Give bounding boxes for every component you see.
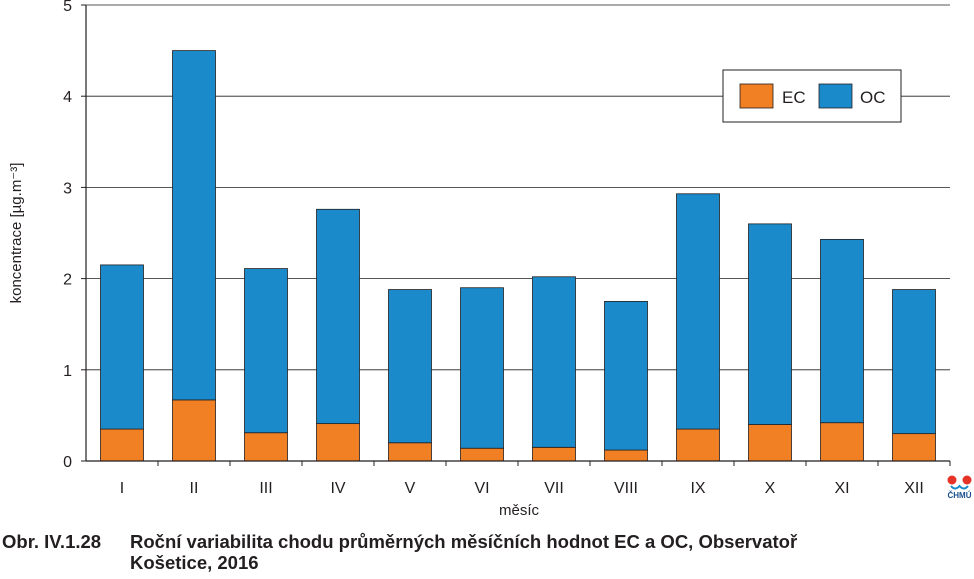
logo-wave: [950, 484, 969, 490]
bar-ec-viii: [604, 449, 648, 462]
bar-oc-x: [748, 223, 792, 425]
bar-ec-vii: [532, 446, 576, 462]
bar-ec-vi: [460, 447, 504, 462]
x-tick-label: X: [765, 480, 776, 497]
y-tick-label: 4: [63, 89, 72, 106]
legend-swatch-oc: [818, 83, 853, 109]
bar-oc-ix: [676, 193, 720, 430]
x-tick-label: IV: [330, 480, 345, 497]
x-tick-label: III: [259, 480, 272, 497]
bar-ec-iv: [316, 423, 360, 462]
bar-oc-iii: [244, 268, 288, 434]
x-tick-label: V: [405, 480, 416, 497]
axes: [85, 5, 950, 462]
x-tick-label: I: [120, 480, 124, 497]
bar-oc-v: [388, 289, 432, 444]
x-tick-label: II: [190, 480, 199, 497]
bar-ec-v: [388, 442, 432, 462]
bar-ec-xi: [820, 422, 864, 462]
bar-oc-i: [100, 264, 144, 430]
legend-swatch-ec: [739, 83, 774, 109]
x-axis-title: měsíc: [499, 502, 540, 519]
y-tick-label: 5: [63, 0, 72, 15]
legend-label-ec: EC: [782, 88, 806, 107]
bar-oc-xi: [820, 238, 864, 424]
bar-ec-xii: [892, 433, 936, 462]
bar-ec-i: [100, 428, 144, 462]
bar-oc-viii: [604, 300, 648, 451]
y-tick-label: 1: [63, 363, 72, 380]
logo-dot-left: [947, 475, 957, 485]
y-tick-label: 2: [63, 272, 72, 289]
grid-lines: [81, 4, 950, 462]
x-tick-labels: I II III IV V VI VII VIII IX X XI XII: [120, 480, 924, 497]
bar-ec-ii: [172, 399, 216, 462]
y-tick-label: 3: [63, 180, 72, 197]
bar-ec-x: [748, 424, 792, 462]
caption-line-1: Roční variabilita chodu průměrných měsíč…: [130, 531, 798, 552]
legend-label-oc: OC: [860, 88, 886, 107]
x-tick-label: XII: [904, 480, 924, 497]
y-axis-title: koncentrace [µg.m⁻³]: [8, 163, 25, 304]
y-tick-label: 0: [63, 454, 72, 471]
bar-ec-iii: [244, 432, 288, 462]
bar-oc-ii: [172, 50, 216, 401]
bar-oc-iv: [316, 208, 360, 425]
x-tick-label: VII: [544, 480, 564, 497]
y-tick-labels: 0 1 2 3 4 5: [63, 0, 72, 471]
x-tick-label: VI: [474, 480, 489, 497]
legend: EC OC: [722, 69, 902, 123]
logo-dot-right: [962, 475, 972, 485]
x-tick-label: XI: [834, 480, 849, 497]
caption-line-2: Košetice, 2016: [130, 552, 259, 573]
x-tick-label: IX: [690, 480, 705, 497]
bar-oc-vi: [460, 287, 504, 449]
bar-oc-vii: [532, 276, 576, 448]
caption-number: Obr. IV.1.28: [2, 531, 102, 552]
chmu-logo: ČHMÚ: [947, 475, 972, 500]
figure-caption: Obr. IV.1.28 Roční variabilita chodu prů…: [2, 531, 962, 573]
x-tick-label: VIII: [614, 480, 638, 497]
bars: [100, 50, 951, 466]
bar-ec-ix: [676, 428, 720, 462]
logo-text: ČHMÚ: [948, 491, 972, 500]
bar-oc-xii: [892, 289, 936, 435]
